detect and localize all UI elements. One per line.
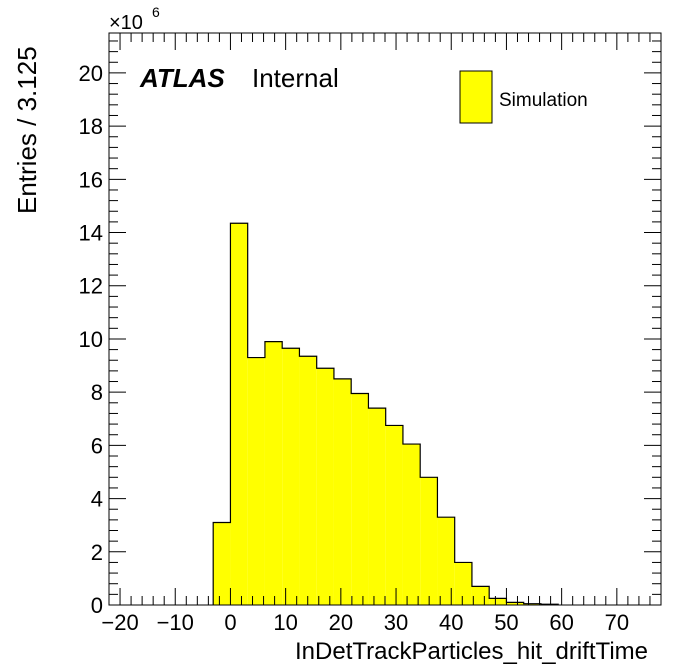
legend-swatch [459, 70, 493, 124]
y-tick-label: 14 [79, 221, 103, 246]
histogram-bar [316, 368, 334, 605]
histogram-bar [333, 378, 352, 605]
x-tick-label: 10 [273, 610, 297, 635]
legend-entry-simulation: Simulation [499, 90, 588, 111]
y-multiplier-exponent: 6 [152, 4, 160, 20]
histogram-bar [368, 408, 386, 605]
histogram-bar [437, 517, 455, 605]
y-tick-label: 16 [79, 167, 103, 192]
histogram-bar [351, 393, 369, 605]
atlas-experiment-label: ATLAS [139, 63, 225, 93]
atlas-status-label: Internal [252, 63, 339, 93]
y-tick-label: 0 [91, 593, 103, 618]
histogram-bar [420, 477, 438, 605]
y-tick-label: 12 [79, 274, 103, 299]
x-tick-label: 70 [605, 610, 629, 635]
x-tick-label: −10 [157, 610, 194, 635]
y-tick-label: 8 [91, 380, 103, 405]
x-tick-label: 20 [329, 610, 353, 635]
y-tick-label: 2 [91, 540, 103, 565]
histogram-bar [506, 602, 524, 605]
histogram-bar [454, 562, 472, 605]
x-axis-label: InDetTrackParticles_hit_driftTime [295, 638, 648, 665]
histogram-bar [213, 522, 231, 605]
histogram-bar [247, 357, 265, 605]
axis-ticks [108, 33, 662, 606]
y-multiplier-label: ×10 [109, 12, 143, 34]
legend: Simulation [459, 70, 588, 124]
histogram-bars [212, 222, 559, 605]
x-tick-label: 40 [439, 610, 463, 635]
y-tick-label: 20 [79, 61, 103, 86]
y-tick-label: 10 [79, 327, 103, 352]
y-tick-labels: 0 2 4 6 8 10 12 14 16 18 20 [79, 61, 103, 618]
histogram-bar [402, 444, 421, 605]
x-tick-label: 50 [494, 610, 518, 635]
atlas-label: ATLAS Internal [139, 63, 339, 93]
histogram-bar [282, 348, 300, 605]
x-tick-labels: −20 −10 0 10 20 30 40 50 60 70 [101, 610, 629, 635]
histogram-bar [299, 356, 317, 605]
histogram-bar [230, 223, 248, 605]
y-axis-label: Entries / 3.125 [12, 46, 42, 214]
histogram-bar [489, 598, 507, 605]
y-tick-label: 4 [91, 487, 103, 512]
x-tick-label: 0 [224, 610, 236, 635]
histogram-bar [264, 341, 283, 605]
y-scale-multiplier: ×10 6 [109, 4, 160, 34]
histogram-bar [471, 586, 490, 605]
histogram-bar [385, 425, 403, 605]
histogram-bar [523, 603, 541, 605]
x-tick-label: 30 [384, 610, 408, 635]
y-tick-label: 18 [79, 114, 103, 139]
x-tick-label: −20 [101, 610, 138, 635]
y-tick-label: 6 [91, 433, 103, 458]
x-tick-label: 60 [549, 610, 573, 635]
